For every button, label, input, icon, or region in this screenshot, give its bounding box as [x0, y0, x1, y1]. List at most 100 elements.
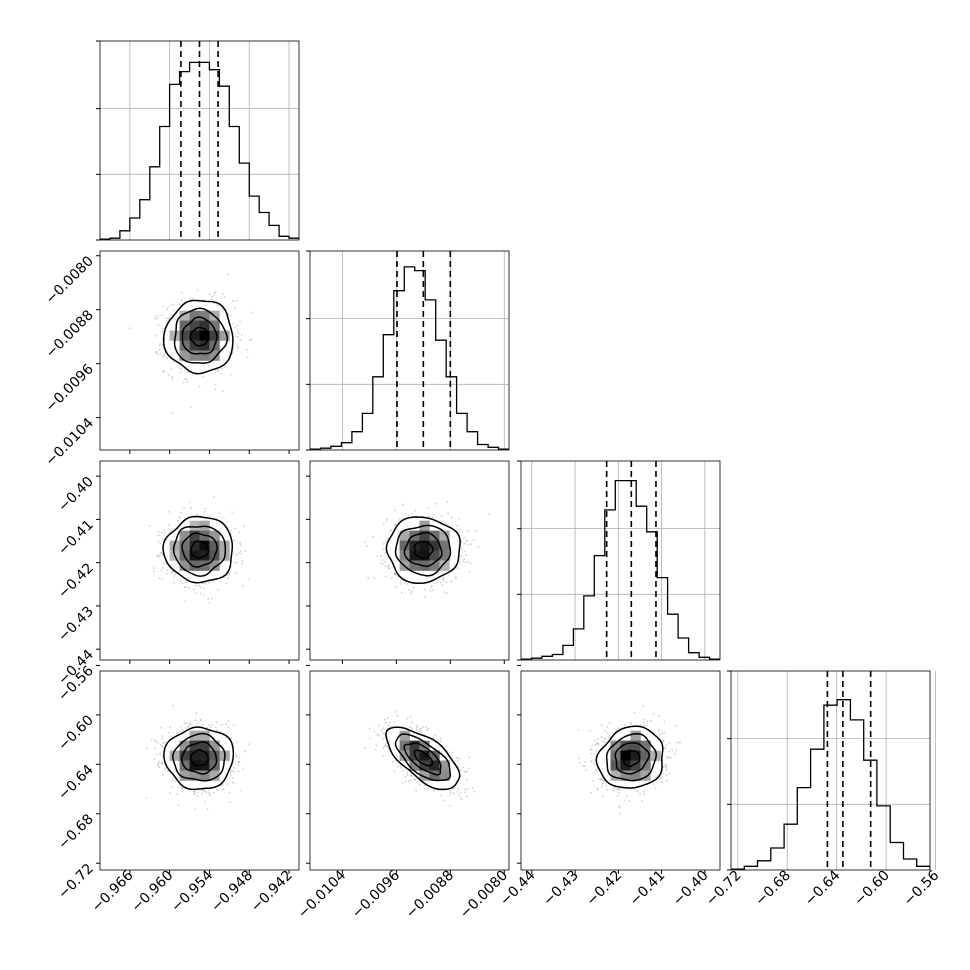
scatter-point: [163, 529, 165, 532]
density-cell: [199, 540, 210, 551]
scatter-point: [166, 357, 169, 360]
scatter-point: [460, 769, 463, 771]
scatter-point: [594, 764, 596, 766]
scatter-point: [214, 383, 217, 386]
scatter-point: [216, 304, 219, 307]
scatter-point: [406, 771, 408, 774]
scatter-point: [232, 782, 235, 785]
scatter-point: [250, 311, 253, 314]
scatter-point: [229, 314, 232, 317]
scatter-point: [366, 545, 369, 548]
scatter-point: [439, 581, 442, 584]
scatter-point: [226, 784, 229, 787]
scatter-point: [382, 747, 385, 749]
scatter-point: [409, 716, 412, 718]
scatter-point: [600, 785, 603, 788]
scatter-point: [398, 518, 401, 521]
scatter-point: [430, 584, 433, 587]
scatter-point: [488, 513, 491, 515]
scatter-point: [442, 577, 445, 579]
scatter-point: [381, 559, 384, 562]
scatter-point: [401, 769, 404, 772]
scatter-point: [668, 750, 671, 753]
scatter-point: [163, 562, 165, 564]
scatter-point: [416, 724, 418, 727]
contours: [162, 515, 234, 584]
scatter-point: [439, 740, 442, 743]
density-cell: [419, 530, 430, 541]
scatter-point: [214, 291, 217, 293]
scatter-point: [428, 515, 430, 518]
scatter-point: [623, 723, 626, 726]
scatter-point: [177, 804, 180, 806]
scatter-point: [238, 333, 241, 335]
scatter-point: [642, 705, 645, 708]
scatter-point: [239, 544, 242, 547]
density-cell: [439, 540, 450, 551]
y-tick-label: −0.0080: [43, 253, 97, 307]
scatter-point: [626, 795, 628, 798]
scatter-point: [158, 534, 161, 537]
scatter-point: [664, 747, 667, 749]
scatter-point: [453, 792, 456, 795]
scatter-point: [470, 543, 472, 546]
density-cell: [620, 740, 631, 751]
scatter-point: [181, 787, 184, 790]
scatter-point: [186, 380, 189, 383]
scatter-point: [464, 791, 467, 793]
scatter-point: [240, 334, 243, 336]
contour-level-1: [614, 742, 650, 775]
scatter-point: [450, 516, 453, 519]
scatter-point: [187, 371, 190, 373]
scatter-point: [223, 296, 226, 298]
scatter-point: [235, 572, 237, 574]
scatter-point: [458, 758, 461, 760]
density-cell: [189, 350, 200, 361]
contours: [163, 726, 235, 791]
scatter-point: [601, 795, 604, 798]
scatter-point: [202, 375, 205, 378]
density-cell: [610, 770, 621, 781]
scatter-point: [174, 573, 177, 576]
contours: [385, 726, 461, 791]
scatter-point: [668, 756, 670, 758]
scatter-point: [195, 592, 198, 594]
scatter-point: [399, 764, 402, 767]
contour-level-2: [394, 524, 452, 577]
scatter-point: [617, 727, 620, 729]
scatter-point: [387, 565, 390, 568]
density-cell: [179, 310, 190, 321]
density-cell: [209, 540, 220, 551]
scatter-point: [168, 317, 170, 320]
scatter-point: [207, 598, 210, 600]
scatter-point: [153, 758, 156, 760]
scatter-point: [179, 371, 182, 374]
density-cell: [419, 540, 430, 551]
density-cell: [209, 750, 220, 761]
scatter-points: [145, 704, 250, 811]
scatter-point: [385, 519, 388, 522]
scatter-point: [386, 538, 388, 540]
density-cell: [630, 740, 641, 751]
scatter-point: [662, 740, 665, 742]
x-tick-label: −0.72: [703, 868, 745, 910]
scatter-point: [158, 753, 161, 756]
scatter-point: [166, 308, 168, 311]
scatter-point: [663, 765, 665, 768]
scatter-point: [373, 577, 376, 580]
scatter-point: [449, 804, 452, 807]
scatter-point: [180, 292, 183, 294]
x-tick-label: −0.948: [208, 868, 256, 916]
panel-frame: [520, 670, 721, 871]
scatter-point: [628, 800, 631, 803]
scatter-point: [236, 561, 239, 564]
scatter-point: [463, 542, 466, 545]
scatter-point: [650, 719, 652, 722]
scatter-point: [381, 729, 383, 732]
density-cell: [199, 740, 210, 751]
scatter-point: [218, 512, 221, 515]
scatter-point: [167, 770, 169, 773]
scatter-point: [396, 765, 399, 768]
density-cell: [189, 750, 200, 761]
scatter-point: [407, 514, 410, 516]
